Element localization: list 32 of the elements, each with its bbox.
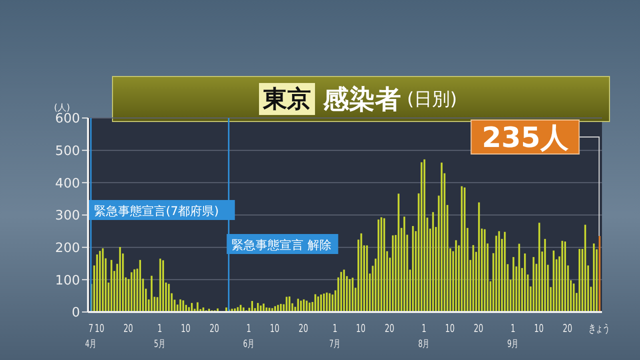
x-tick-label: 1 7月	[329, 322, 341, 351]
x-tick-label: 1 5月	[154, 322, 166, 351]
chart-title: 東京 感染者 (日別)	[262, 84, 458, 116]
x-tick-label: 1 8月	[418, 322, 430, 351]
y-tick-label: 600	[55, 112, 80, 127]
x-tick-label: 10	[534, 322, 544, 336]
y-axis-title: (人)	[54, 102, 70, 114]
y-tick-label: 0	[72, 306, 80, 321]
y-tick-label: 300	[55, 208, 80, 224]
y-tick-label: 200	[55, 240, 80, 256]
x-tick-label: きょう	[588, 322, 610, 336]
x-tick-label: 10	[270, 322, 280, 336]
ref-line-label: 緊急事態宣言 解除	[232, 238, 332, 252]
annotation: 235人	[482, 121, 570, 154]
title-banner: 東京 感染者 (日別)	[112, 76, 610, 122]
x-tick-label: 1 6月	[243, 322, 255, 351]
x-tick-label: 7 4月	[85, 322, 97, 351]
y-tick-label: 500	[55, 144, 80, 159]
x-tick-label: 20	[384, 322, 394, 336]
x-tick-label: 10	[94, 322, 104, 336]
x-tick-label: 10	[180, 322, 190, 336]
y-tick-label: 400	[55, 176, 80, 192]
x-tick-label: 10	[445, 322, 455, 336]
x-tick-label: 20	[298, 322, 308, 336]
x-tick-label: 1 9月	[507, 322, 519, 351]
x-tick-label: 20	[123, 322, 133, 336]
y-tick-label: 100	[55, 273, 80, 288]
x-tick-label: 10	[356, 322, 366, 336]
x-tick-label: 20	[562, 322, 572, 336]
ref-line-label: 緊急事態宣言(7都府県)	[94, 204, 219, 218]
x-tick-label: 20	[474, 322, 484, 336]
x-tick-label: 20	[210, 322, 220, 336]
